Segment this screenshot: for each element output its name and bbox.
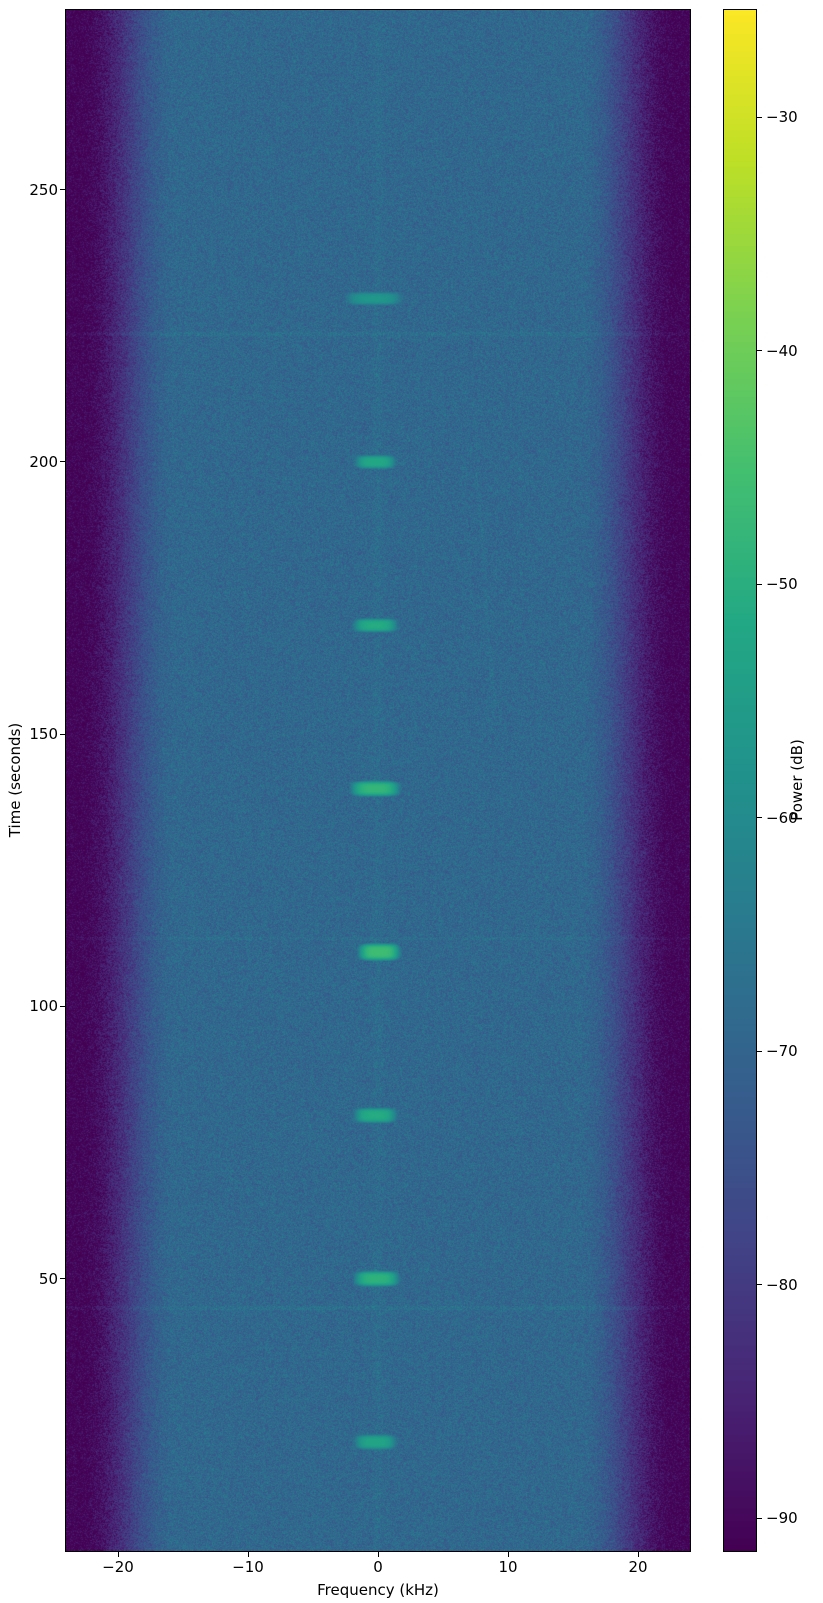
- y-tick-mark: [60, 461, 65, 463]
- colorbar-tick-label: −30: [766, 108, 798, 127]
- x-tick-label: −20: [102, 1558, 134, 1576]
- colorbar-tick-mark: [757, 1050, 762, 1052]
- y-tick-mark: [60, 1005, 65, 1007]
- x-tick-label: −10: [232, 1558, 264, 1576]
- colorbar-tick-mark: [757, 1284, 762, 1286]
- x-tick-label: 0: [373, 1558, 383, 1576]
- colorbar-tick-label: −60: [766, 808, 798, 827]
- y-axis-label: Time (seconds): [6, 722, 24, 838]
- x-tick-mark: [117, 1552, 119, 1557]
- x-tick-mark: [247, 1552, 249, 1557]
- plot-axes-frame: [65, 9, 691, 1552]
- x-tick-mark: [637, 1552, 639, 1557]
- colorbar-label: Power (dB): [788, 739, 806, 821]
- y-tick-label: 50: [38, 1269, 58, 1288]
- x-tick-label: 20: [628, 1558, 648, 1576]
- x-axis-label: Frequency (kHz): [317, 1581, 439, 1599]
- colorbar-tick-label: −90: [766, 1509, 798, 1528]
- colorbar-tick-mark: [757, 1517, 762, 1519]
- colorbar-tick-label: −70: [766, 1042, 798, 1061]
- y-tick-label: 250: [29, 180, 58, 199]
- colorbar-tick-mark: [757, 817, 762, 819]
- y-tick-label: 200: [29, 452, 58, 471]
- colorbar-tick-label: −50: [766, 575, 798, 594]
- colorbar-tick-mark: [757, 583, 762, 585]
- colorbar-tick-label: −40: [766, 341, 798, 360]
- colorbar-gradient: [724, 10, 756, 1551]
- colorbar-tick-label: −80: [766, 1275, 798, 1294]
- x-tick-mark: [507, 1552, 509, 1557]
- y-tick-mark: [60, 733, 65, 735]
- colorbar-tick-mark: [757, 350, 762, 352]
- spectrogram-image: [66, 10, 690, 1551]
- colorbar-frame: [723, 9, 757, 1552]
- y-tick-label: 150: [29, 725, 58, 744]
- y-tick-label: 100: [29, 997, 58, 1016]
- y-tick-mark: [60, 189, 65, 191]
- x-tick-mark: [377, 1552, 379, 1557]
- y-tick-mark: [60, 1278, 65, 1280]
- colorbar-tick-mark: [757, 116, 762, 118]
- x-tick-label: 10: [498, 1558, 518, 1576]
